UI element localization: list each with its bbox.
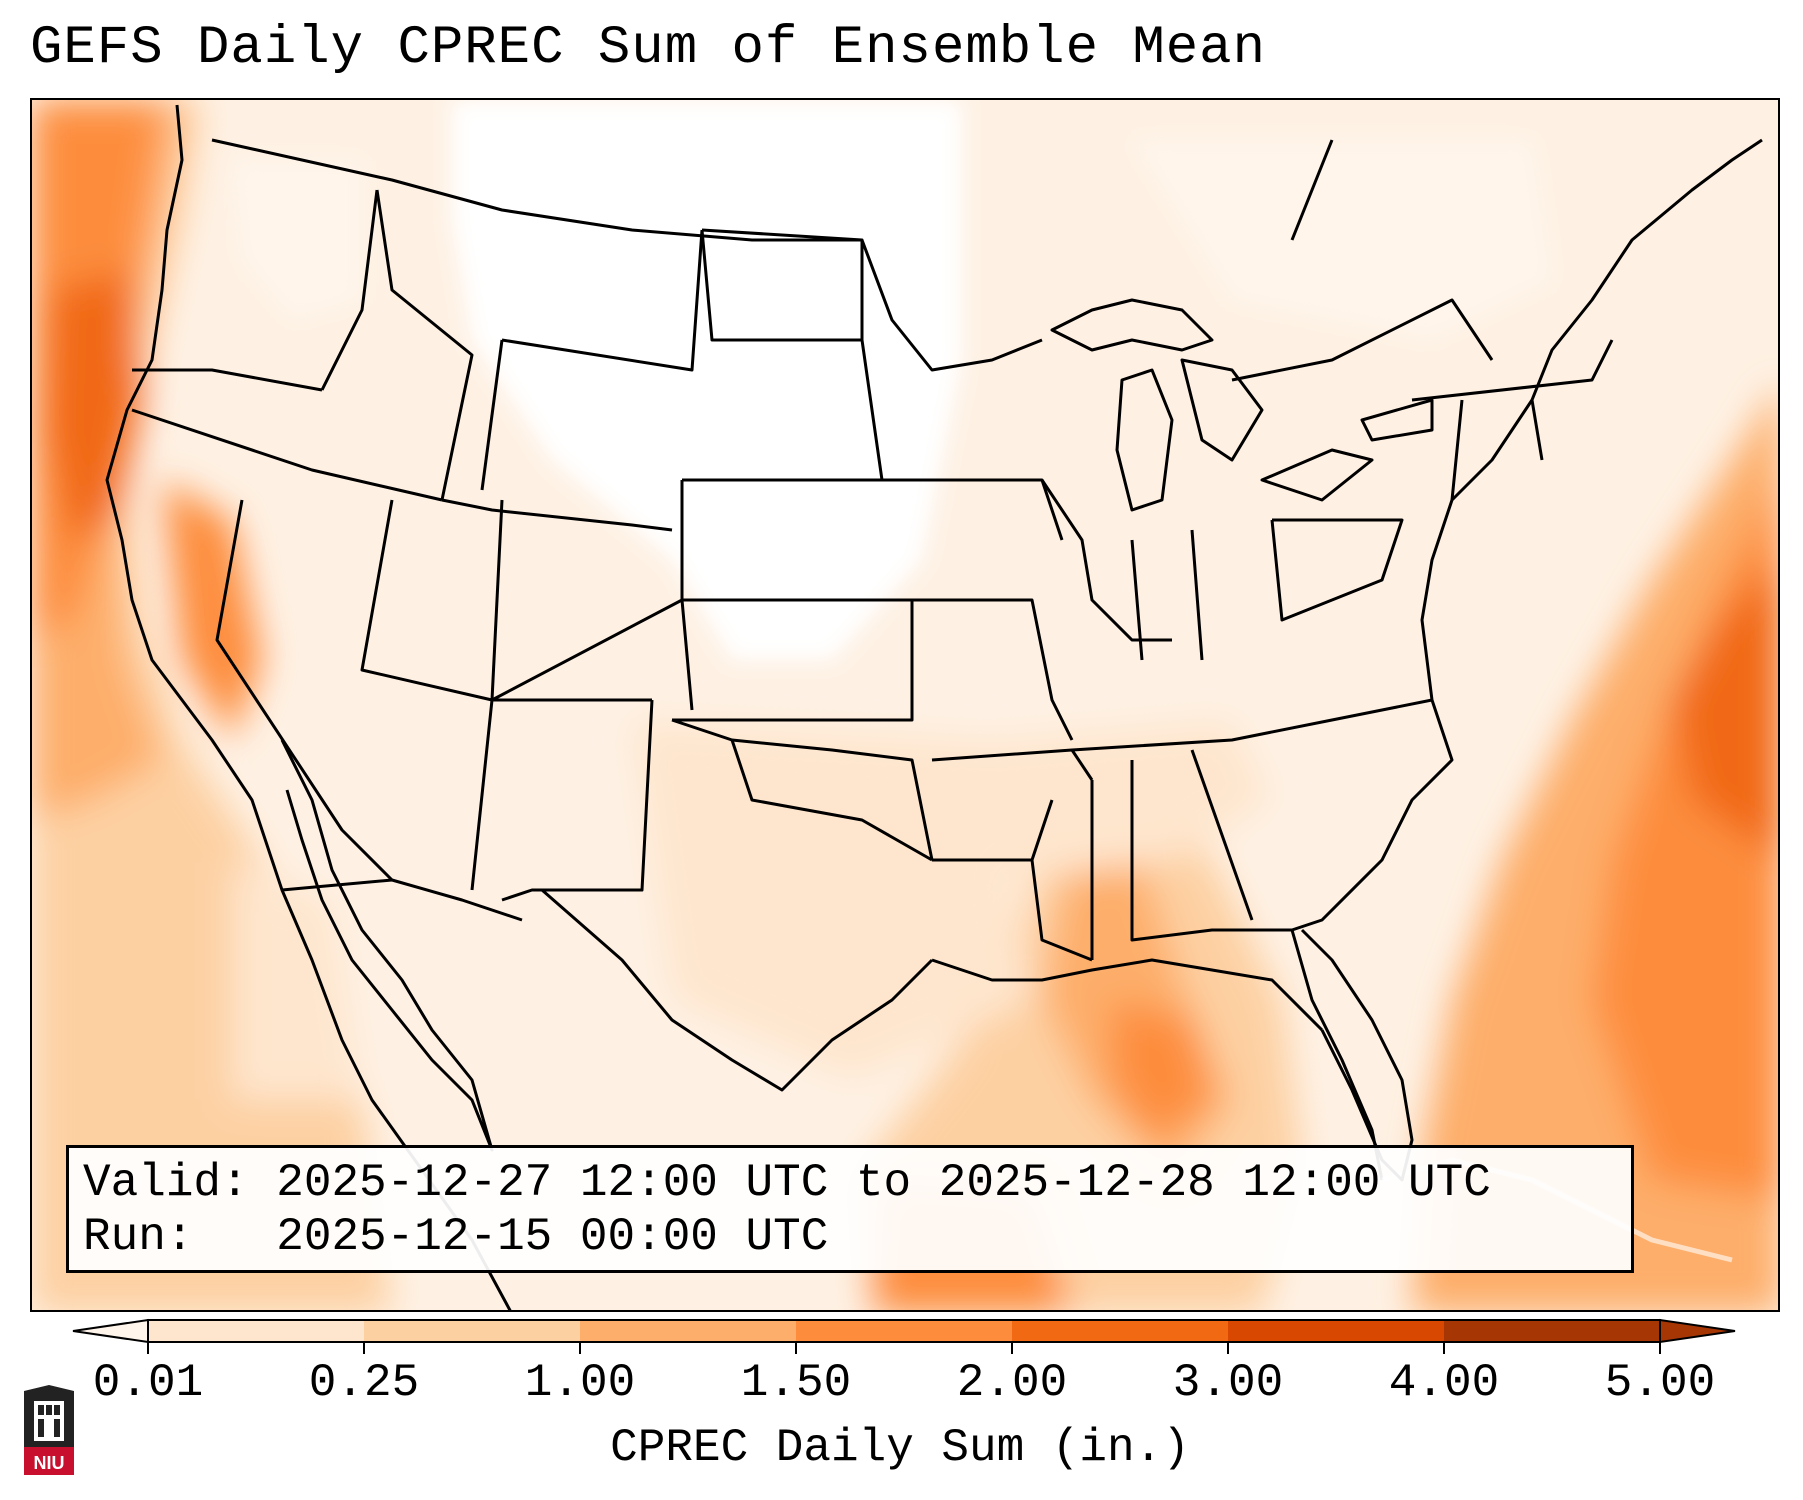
colorbar-tick-label: 5.00	[1604, 1357, 1716, 1409]
colorbar-segment	[364, 1320, 580, 1342]
colorbar-extend-high	[1659, 1318, 1736, 1344]
colorbar	[72, 1318, 1736, 1354]
colorbar-tick-label: 0.01	[92, 1357, 204, 1409]
colorbar-tick-label: 1.00	[524, 1357, 636, 1409]
colorbar-segment	[1228, 1320, 1444, 1342]
colorbar-segment	[1444, 1320, 1660, 1342]
validity-info-box: Valid: 2025-12-27 12:00 UTC to 2025-12-2…	[66, 1145, 1634, 1273]
niu-logo-icon: NIU	[24, 1385, 74, 1475]
colorbar-label: CPREC Daily Sum (in.)	[610, 1422, 1190, 1474]
colorbar-tick-label: 1.50	[740, 1357, 852, 1409]
run-time-text: Run: 2025-12-15 00:00 UTC	[83, 1211, 829, 1263]
colorbar-segment	[796, 1320, 1012, 1342]
colorbar-tick-label: 0.25	[308, 1357, 420, 1409]
map-title: GEFS Daily CPREC Sum of Ensemble Mean	[30, 18, 1266, 79]
colorbar-tick-label: 4.00	[1388, 1357, 1500, 1409]
colorbar-tick-label: 2.00	[956, 1357, 1068, 1409]
colorbar-tick-label: 3.00	[1172, 1357, 1284, 1409]
colorbar-segment	[580, 1320, 796, 1342]
state-borders	[105, 104, 1763, 1310]
svg-text:NIU: NIU	[34, 1453, 65, 1473]
colorbar-segment	[148, 1320, 364, 1342]
colorbar-extend-low	[72, 1318, 149, 1344]
colorbar-segment	[1012, 1320, 1228, 1342]
valid-time-text: Valid: 2025-12-27 12:00 UTC to 2025-12-2…	[83, 1157, 1491, 1209]
